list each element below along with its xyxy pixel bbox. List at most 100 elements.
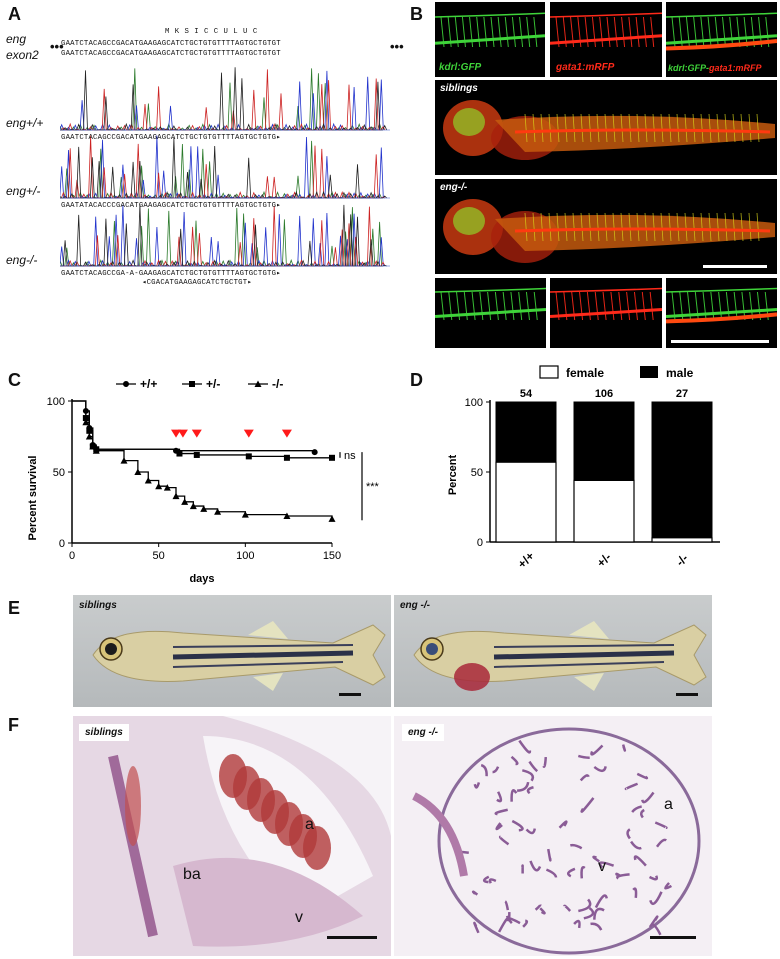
death-arrow	[281, 429, 292, 438]
death-arrow	[177, 429, 188, 438]
data-point	[163, 484, 171, 491]
y-tick-label: 50	[53, 467, 65, 479]
mutant-embryo-image: eng-/-	[435, 179, 777, 274]
data-point	[144, 477, 152, 484]
scale-bar	[703, 265, 767, 268]
x-tick-label: 50	[153, 550, 165, 562]
panel-d-label: D	[410, 370, 423, 390]
kdrl-gfp-bottom-image	[435, 278, 546, 348]
sex-ratio-chart: Percent 0 50 100 54 +/+ 106 +/- 27 -/- female male	[447, 365, 720, 571]
trace-line	[60, 204, 384, 267]
exon-label: exon2	[6, 48, 39, 62]
data-point	[172, 492, 180, 500]
data-point	[200, 505, 208, 512]
atrium-label: a	[305, 816, 314, 833]
death-arrow	[191, 429, 202, 438]
x-tick-label: 100	[236, 550, 254, 562]
scale-bar	[327, 936, 377, 939]
bar-count-label: 27	[676, 388, 688, 400]
trace-line	[60, 135, 384, 199]
siblings-embryo-image: siblings	[435, 80, 777, 175]
y-tick-label: 100	[465, 397, 483, 409]
bar-count-label: 54	[520, 388, 533, 400]
bar-female	[495, 461, 557, 543]
trace-line	[60, 204, 387, 267]
panel-a-label: A	[8, 4, 21, 24]
siblings-label: siblings	[440, 83, 478, 94]
kdrl-gfp-top-image: kdrl:GFP	[435, 2, 545, 77]
bulbus-arteriosus-label: ba	[183, 866, 201, 883]
data-point	[181, 498, 189, 505]
kdrl-gfp-label: kdrl:GFP	[439, 62, 482, 73]
survival-x-label: days	[189, 573, 214, 585]
legend-label: -/-	[272, 377, 283, 391]
data-point	[189, 502, 197, 510]
bar-female	[651, 537, 713, 543]
ellipsis-left: •••	[50, 39, 64, 54]
sig-label: ***	[366, 481, 380, 493]
data-point	[329, 454, 335, 461]
gata1-bottom-image	[550, 278, 662, 348]
data-point	[134, 468, 142, 475]
ventricle-label: v	[598, 858, 606, 875]
legend-male-swatch	[640, 366, 658, 378]
x-tick-label: 150	[323, 550, 341, 562]
genotype-wt: eng+/+	[6, 116, 44, 130]
merge-top-image: kdrl:GFP-gata1:mRFP	[666, 2, 777, 77]
legend-female-swatch	[539, 365, 559, 379]
data-point	[123, 381, 129, 387]
survival-chart: 0 50 100 150 0 50 100 +/+ +/- -/- ns *** Percent s…	[27, 377, 380, 585]
atrium-label: a	[664, 796, 673, 813]
mutant-histology-photo: eng -/- a v	[394, 716, 712, 956]
survival-line-0	[72, 400, 316, 453]
death-arrow	[171, 429, 181, 438]
ellipsis-right: •••	[390, 39, 404, 54]
ns-label: ns	[344, 450, 356, 462]
y-tick-label: 0	[59, 538, 65, 550]
merge-label-red: gata1:mRFP	[709, 63, 762, 73]
merge-label-green: kdrl:GFP-	[668, 63, 710, 73]
survival-y-label: Percent survival	[27, 456, 39, 541]
data-point	[283, 512, 291, 520]
trace-line	[60, 140, 382, 199]
data-point	[176, 450, 183, 457]
mutant-adult-photo: eng -/-	[394, 595, 712, 707]
death-arrow	[243, 429, 254, 438]
trace-seq-mut-2: ◂CGACATGAAGAGCATCTGCTGT▸	[142, 279, 252, 287]
data-point	[193, 451, 200, 458]
sibling-histology-label: siblings	[79, 724, 129, 741]
trace-seq-wt: GAATCTACAGCCGACATGAAGAGCATCTGCTGTGTTTTAG…	[61, 134, 281, 142]
y-tick-label: 50	[471, 467, 483, 479]
trace-line	[60, 138, 387, 199]
gata1-top-image: gata1:mRFP	[550, 2, 662, 77]
data-point	[328, 515, 336, 522]
survival-line-2	[72, 400, 333, 519]
panel-f-label: F	[8, 715, 19, 735]
gene-label: eng	[6, 32, 27, 46]
scale-bar	[676, 693, 698, 696]
bar-female	[573, 479, 635, 543]
trace-line	[60, 206, 386, 267]
scale-bar	[650, 936, 696, 939]
sibling-adult-label: siblings	[79, 600, 117, 611]
gata1-label: gata1:mRFP	[556, 62, 615, 73]
legend-label: +/+	[140, 377, 157, 391]
trace-line	[60, 135, 386, 199]
x-tick-label: 0	[69, 550, 75, 562]
scale-bar-bottom	[671, 340, 769, 343]
legend-male-label: male	[666, 366, 694, 380]
sibling-adult-photo: siblings	[73, 595, 391, 707]
data-point	[82, 418, 90, 426]
ventricle-label: v	[295, 909, 303, 926]
data-point	[155, 482, 163, 490]
bar-male	[495, 401, 557, 463]
mutant-histology-label: eng -/-	[402, 724, 444, 741]
y-tick-label: 0	[477, 537, 483, 549]
merge-label: kdrl:GFP-gata1:mRFP	[668, 63, 762, 73]
data-point	[311, 449, 318, 456]
panel-c-label: C	[8, 370, 21, 390]
scale-bar	[339, 693, 361, 696]
sibling-histology-photo: siblings a ba v	[73, 716, 391, 956]
bar-count-label: 106	[595, 388, 613, 400]
genotype-het: eng+/-	[6, 184, 41, 198]
